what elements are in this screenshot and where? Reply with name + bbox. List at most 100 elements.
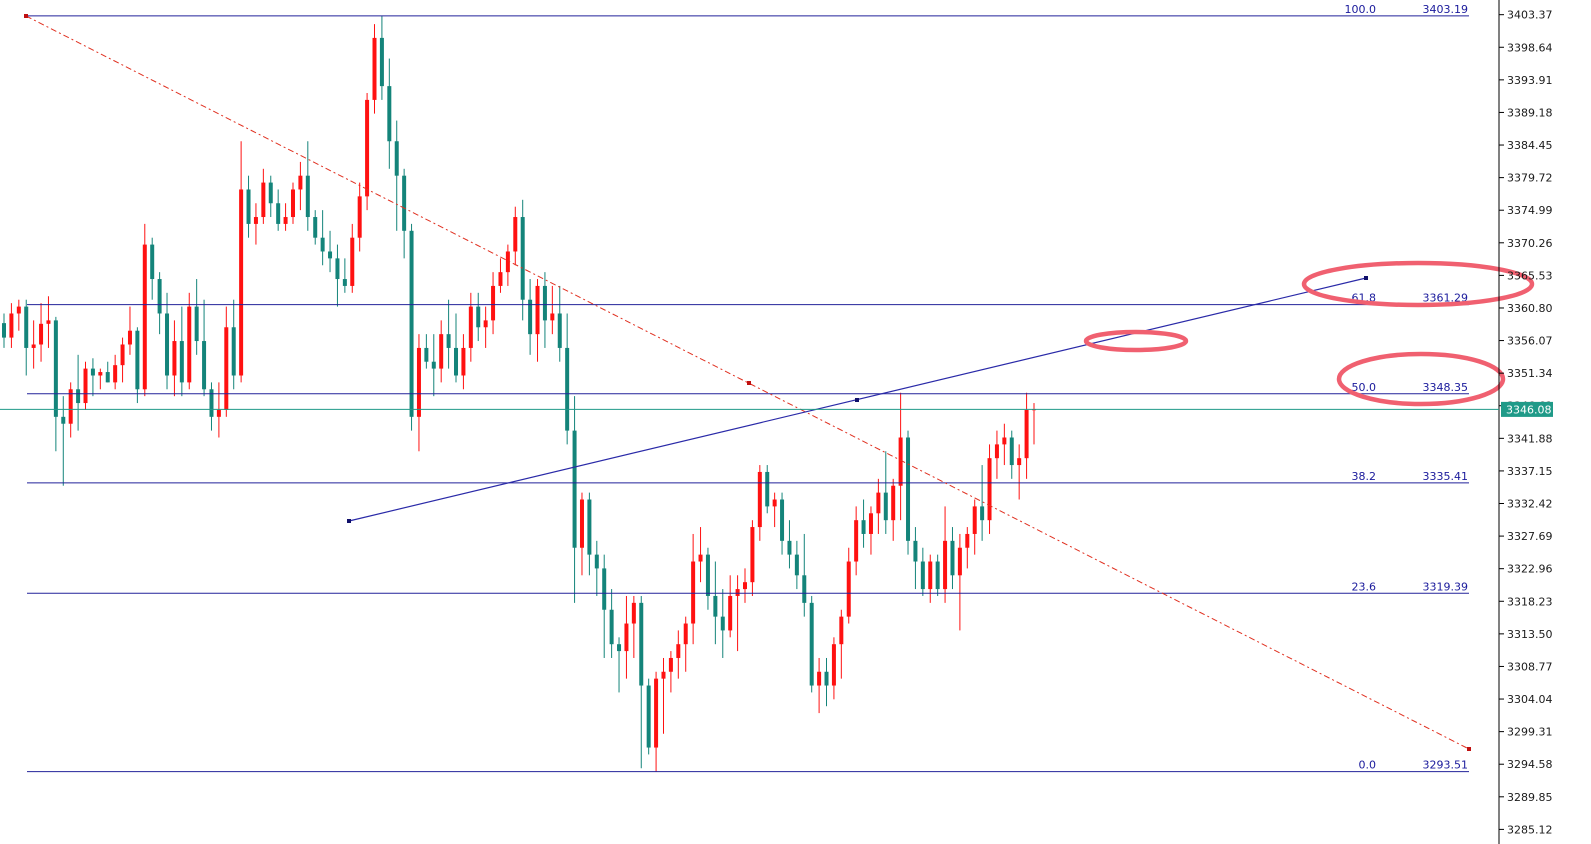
trend-anchor-handle[interactable] (747, 381, 751, 385)
candle-body (253, 217, 258, 224)
current-price-label: 3346.08 (1506, 403, 1552, 416)
candle-body (328, 251, 333, 259)
fib-level-percent: 38.2 (1352, 470, 1377, 483)
candle-body (698, 554, 703, 562)
candle-body (542, 285, 547, 321)
candle-body (31, 344, 36, 348)
price-axis-label: 3289.85 (1507, 791, 1553, 804)
candle-body (157, 279, 162, 314)
candle-body (839, 616, 844, 645)
candle-body (631, 602, 636, 624)
candle-body (113, 365, 118, 383)
candle-body (928, 561, 933, 590)
candle-body (16, 306, 21, 314)
fib-level-percent: 0.0 (1359, 759, 1377, 772)
candle-body (876, 492, 881, 514)
candle-body (165, 313, 170, 376)
price-axis-label: 3299.31 (1507, 726, 1553, 739)
trend-anchor-handle[interactable] (1467, 747, 1471, 751)
candle-body (624, 623, 629, 652)
candle-body (468, 306, 473, 348)
candle-body (728, 595, 733, 631)
candle-body (772, 499, 777, 507)
candle-body (216, 409, 221, 417)
price-axis-label: 3360.80 (1507, 302, 1553, 315)
candle-body (987, 458, 992, 521)
candle-body (24, 306, 29, 348)
candle-body (809, 602, 814, 686)
candle-body (980, 506, 985, 521)
candle-body (239, 189, 244, 376)
candle-body (713, 595, 718, 617)
candle-body (950, 540, 955, 576)
candle-body (461, 347, 466, 376)
candle-body (194, 306, 199, 342)
candle-body (283, 217, 288, 224)
candle-body (854, 520, 859, 562)
fib-level-price: 3319.39 (1423, 580, 1469, 593)
candle-body (646, 685, 651, 748)
trend-anchor-handle[interactable] (24, 14, 28, 18)
candle-body (491, 285, 496, 321)
candle-body (61, 416, 66, 424)
candle-body (513, 217, 518, 252)
candle-body (602, 568, 607, 610)
candle-body (920, 561, 925, 590)
candle-body (802, 575, 807, 603)
dashed-trend-line[interactable] (25, 15, 1470, 750)
price-axis-label: 3379.72 (1507, 172, 1553, 185)
candle-body (127, 330, 132, 345)
candle-body (387, 86, 392, 142)
candle-body (454, 347, 459, 376)
trend-anchor-handle[interactable] (1364, 276, 1368, 280)
candle-body (639, 602, 644, 686)
candle-body (350, 237, 355, 286)
candle-body (150, 244, 155, 280)
candle-body (305, 175, 310, 218)
candle-body (224, 327, 229, 410)
price-axis-label: 3389.18 (1507, 106, 1553, 119)
candle-body (824, 671, 829, 686)
candle-body (705, 554, 710, 596)
fib-level-price: 3361.29 (1423, 292, 1469, 305)
candle-body (90, 368, 95, 376)
price-axis-label: 3304.04 (1507, 693, 1553, 706)
candle-body (261, 182, 266, 218)
trend-anchor-handle[interactable] (855, 398, 859, 402)
trend-lines[interactable] (24, 14, 1471, 751)
candle-body (883, 492, 888, 521)
candle-body (957, 547, 962, 576)
candle-body (276, 203, 281, 224)
candle-body (246, 189, 251, 224)
candle-body (906, 437, 911, 541)
price-axis-label: 3285.12 (1507, 823, 1553, 836)
candle-body (780, 499, 785, 541)
price-axis: 3403.37 3398.64 3393.91 3389.18 3384.45 3379.… (1498, 0, 1553, 844)
candle-body (446, 334, 451, 348)
candle-body (557, 313, 562, 348)
candle-body (172, 341, 177, 376)
candle-body (587, 499, 592, 555)
candle-body (424, 347, 429, 362)
candle-body (335, 258, 340, 280)
trend-anchor-handle[interactable] (347, 519, 351, 523)
candle-body (105, 372, 110, 383)
candle-body (765, 471, 770, 507)
price-axis-label: 3398.64 (1507, 41, 1553, 54)
candle-body (898, 437, 903, 486)
price-axis-label: 3393.91 (1507, 74, 1553, 87)
candle-body (187, 306, 192, 383)
candle-body (98, 372, 103, 376)
price-axis-label: 3337.15 (1507, 465, 1553, 478)
candle-body (846, 561, 851, 617)
candle-body (431, 361, 436, 369)
price-axis-label: 3332.42 (1507, 498, 1553, 511)
candle-body (83, 368, 88, 404)
price-axis-label: 3351.34 (1507, 367, 1553, 380)
candle-body (868, 513, 873, 534)
candle-body (76, 389, 81, 404)
candle-body (2, 323, 6, 338)
candle-body (135, 330, 140, 390)
candle-body (483, 320, 488, 328)
